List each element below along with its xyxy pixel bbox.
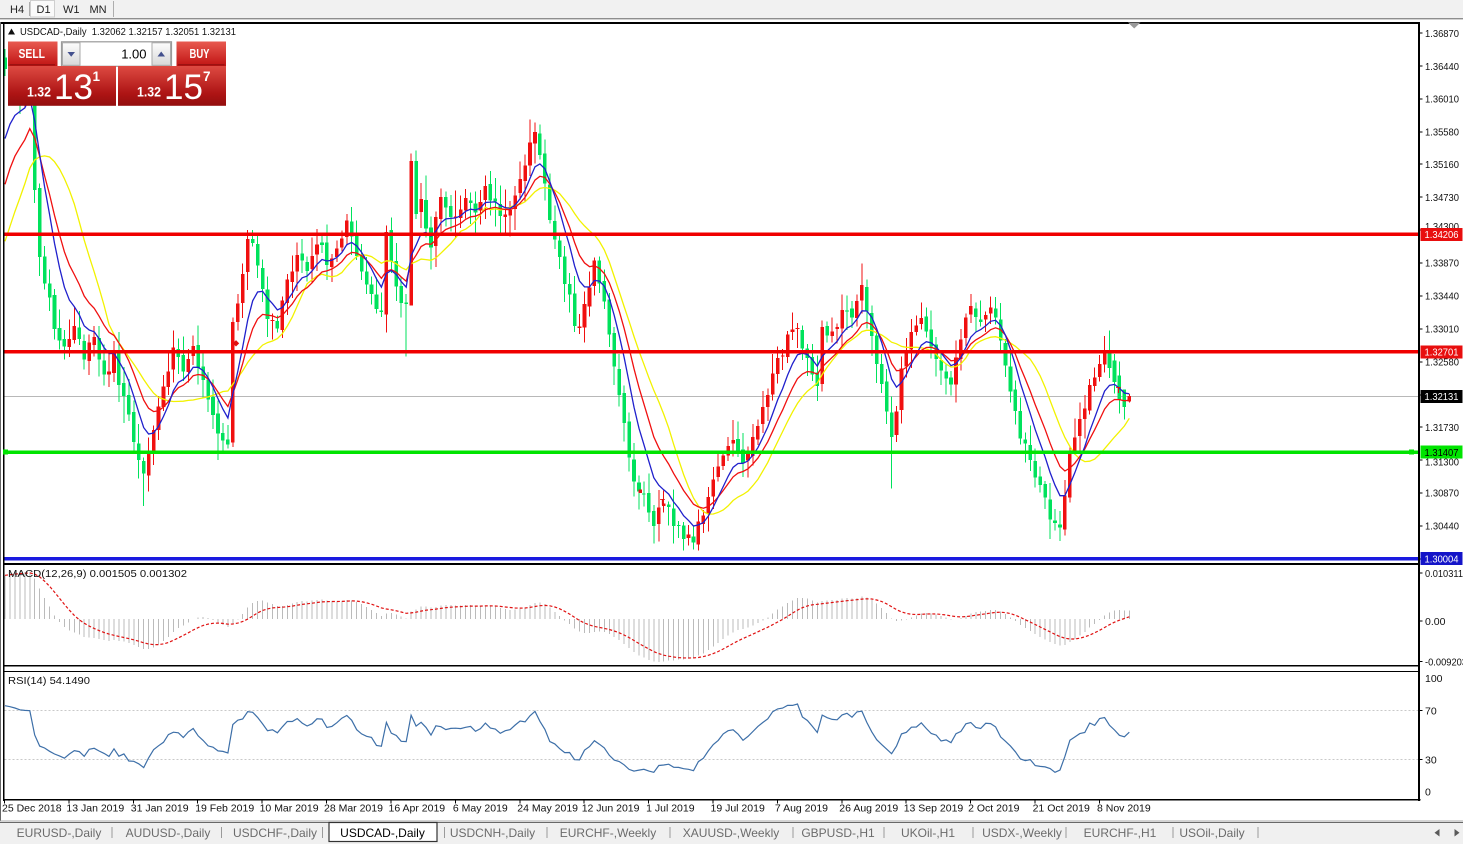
svg-text:13: 13 [54, 68, 93, 107]
svg-text:1.34206: 1.34206 [1425, 229, 1459, 241]
svg-text:1.35580: 1.35580 [1425, 127, 1459, 139]
svg-text:1.34730: 1.34730 [1425, 192, 1459, 204]
svg-text:MN: MN [90, 4, 107, 16]
svg-text:USOil-,Daily: USOil-,Daily [1179, 826, 1244, 840]
svg-text:13 Sep 2019: 13 Sep 2019 [904, 803, 964, 815]
svg-text:2 Oct 2019: 2 Oct 2019 [968, 803, 1020, 815]
svg-text:UKOil-,H1: UKOil-,H1 [901, 826, 955, 840]
svg-text:0: 0 [1425, 786, 1431, 798]
svg-text:1.32701: 1.32701 [1425, 347, 1459, 359]
svg-text:USDCNH-,Daily: USDCNH-,Daily [450, 826, 535, 840]
svg-text:USDCAD-,Daily 1.32062 1.32157: USDCAD-,Daily 1.32062 1.32157 1.32051 1.… [20, 26, 236, 38]
svg-text:15: 15 [164, 68, 203, 107]
svg-text:28 Mar 2019: 28 Mar 2019 [324, 803, 383, 815]
svg-text:0.00: 0.00 [1425, 616, 1446, 628]
svg-text:RSI(14) 54.1490: RSI(14) 54.1490 [8, 675, 90, 687]
svg-text:MACD(12,26,9) 0.001505 0.00130: MACD(12,26,9) 0.001505 0.001302 [8, 568, 187, 580]
svg-text:10 Mar 2019: 10 Mar 2019 [260, 803, 319, 815]
svg-text:1.31300: 1.31300 [1425, 457, 1459, 469]
svg-text:EURUSD-,Daily: EURUSD-,Daily [17, 826, 102, 840]
svg-text:1.32131: 1.32131 [1425, 391, 1459, 403]
svg-text:USDCAD-,Daily: USDCAD-,Daily [340, 826, 425, 840]
svg-text:6 May 2019: 6 May 2019 [453, 803, 508, 815]
svg-text:0.010311: 0.010311 [1425, 568, 1463, 580]
svg-text:1.31407: 1.31407 [1425, 447, 1459, 459]
svg-text:1.32: 1.32 [27, 85, 51, 100]
svg-text:1.33440: 1.33440 [1425, 291, 1459, 303]
svg-text:19 Feb 2019: 19 Feb 2019 [195, 803, 254, 815]
svg-text:26 Aug 2019: 26 Aug 2019 [839, 803, 898, 815]
svg-text:25 Dec 2018: 25 Dec 2018 [2, 803, 62, 815]
svg-text:T: T [660, 498, 665, 507]
svg-text:16 Apr 2019: 16 Apr 2019 [389, 803, 446, 815]
svg-text:19 Jul 2019: 19 Jul 2019 [711, 803, 765, 815]
svg-text:24 May 2019: 24 May 2019 [517, 803, 578, 815]
svg-text:H4: H4 [10, 4, 24, 16]
svg-text:12 Jun 2019: 12 Jun 2019 [582, 803, 640, 815]
svg-text:7: 7 [203, 69, 211, 84]
svg-text:-0.009203: -0.009203 [1425, 656, 1463, 668]
svg-text:XAUUSD-,Weekly: XAUUSD-,Weekly [683, 826, 779, 840]
svg-text:1.36870: 1.36870 [1425, 28, 1459, 40]
svg-text:EURCHF-,H1: EURCHF-,H1 [1084, 826, 1157, 840]
svg-text:7 Aug 2019: 7 Aug 2019 [775, 803, 828, 815]
svg-text:1.32: 1.32 [137, 85, 161, 100]
svg-text:1: 1 [93, 69, 101, 84]
svg-text:W1: W1 [63, 4, 80, 16]
svg-text:USDX-,Weekly: USDX-,Weekly [982, 826, 1062, 840]
svg-text:1.30440: 1.30440 [1425, 521, 1459, 533]
svg-text:1.31730: 1.31730 [1425, 422, 1459, 434]
svg-text:1.30870: 1.30870 [1425, 488, 1459, 500]
svg-text:1.33870: 1.33870 [1425, 258, 1459, 270]
svg-text:8 Nov 2019: 8 Nov 2019 [1097, 803, 1151, 815]
svg-text:1.00: 1.00 [121, 47, 146, 62]
svg-text:BUY: BUY [190, 47, 210, 61]
svg-text:21 Oct 2019: 21 Oct 2019 [1033, 803, 1090, 815]
svg-text:1.36010: 1.36010 [1425, 94, 1459, 106]
svg-text:EURCHF-,Weekly: EURCHF-,Weekly [560, 826, 656, 840]
svg-text:USDCHF-,Daily: USDCHF-,Daily [233, 826, 317, 840]
svg-text:1.36440: 1.36440 [1425, 61, 1459, 73]
svg-text:GBPUSD-,H1: GBPUSD-,H1 [801, 826, 875, 840]
svg-text:1 Jul 2019: 1 Jul 2019 [646, 803, 695, 815]
svg-text:1.33010: 1.33010 [1425, 324, 1459, 336]
svg-text:30: 30 [1425, 754, 1437, 766]
svg-text:T: T [1116, 386, 1121, 395]
svg-text:SELL: SELL [19, 47, 46, 61]
svg-text:AUDUSD-,Daily: AUDUSD-,Daily [126, 826, 211, 840]
svg-text:1.32580: 1.32580 [1425, 357, 1459, 369]
svg-text:31 Jan 2019: 31 Jan 2019 [131, 803, 189, 815]
svg-text:D1: D1 [37, 4, 51, 16]
svg-text:13 Jan 2019: 13 Jan 2019 [66, 803, 124, 815]
svg-text:100: 100 [1425, 673, 1443, 685]
svg-text:1.35160: 1.35160 [1425, 159, 1459, 171]
svg-text:1.30004: 1.30004 [1425, 553, 1459, 565]
svg-text:70: 70 [1425, 705, 1437, 717]
